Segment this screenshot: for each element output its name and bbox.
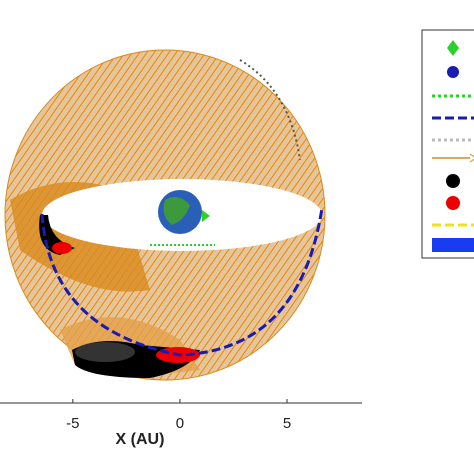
x-tick-label: 0 (176, 415, 184, 432)
x-tick-label: -5 (66, 415, 79, 432)
x-axis-label: X (AU) (116, 431, 165, 448)
earth (158, 190, 210, 234)
event-markers (39, 215, 200, 378)
x-tick-label: 5 (283, 415, 291, 432)
transfer-orbit (40, 207, 324, 357)
legend (421, 29, 474, 259)
